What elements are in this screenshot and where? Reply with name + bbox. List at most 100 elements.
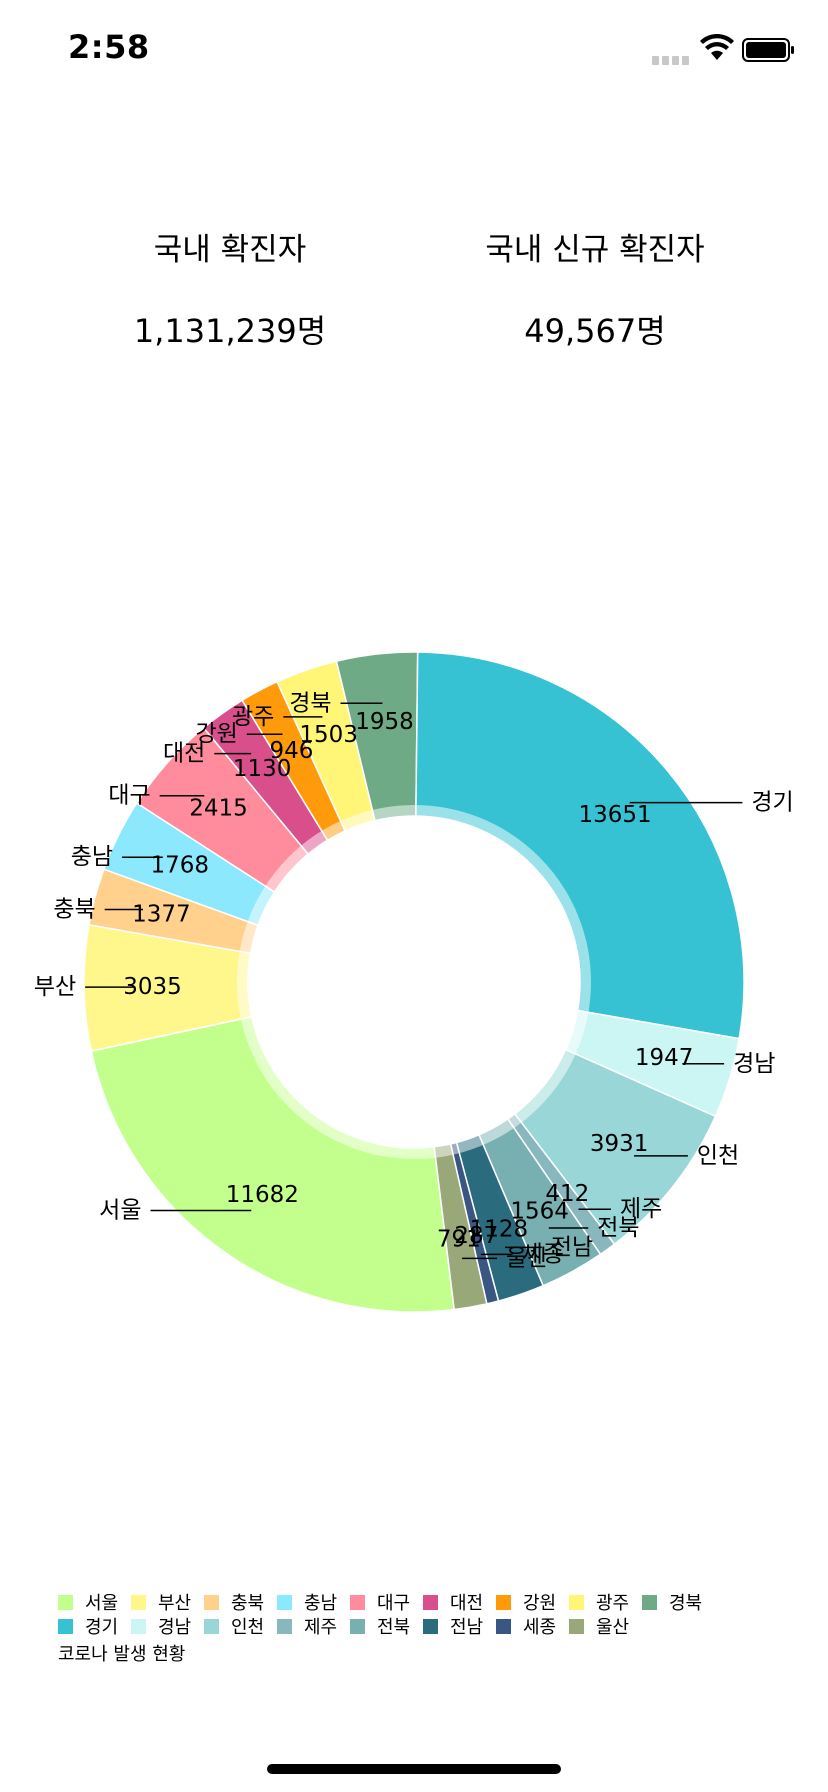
home-indicator[interactable] <box>267 1764 561 1774</box>
legend-label: 인천 <box>231 1617 265 1638</box>
legend-item-region-16: 울산 <box>569 1614 642 1638</box>
legend-label: 전남 <box>450 1617 484 1638</box>
legend-swatch <box>204 1594 219 1610</box>
category-label-region-5: 대전 <box>163 741 205 767</box>
total-cases-label: 국내 확진자 <box>153 232 307 268</box>
value-label-region-6: 946 <box>269 738 313 764</box>
legend-swatch <box>350 1594 365 1610</box>
category-label-region-2: 충북 <box>53 896 95 922</box>
legend-label: 세종 <box>523 1617 557 1638</box>
value-label-region-11: 3931 <box>590 1131 649 1157</box>
legend-label: 경기 <box>85 1617 119 1638</box>
value-label-region-13: 1564 <box>510 1198 569 1224</box>
legend-item-region-4: 대구 <box>350 1590 423 1614</box>
wifi-icon <box>700 34 734 60</box>
legend-item-region-15: 세종 <box>496 1614 569 1638</box>
legend-item-region-12: 제주 <box>277 1614 350 1638</box>
legend-item-region-5: 대전 <box>423 1590 496 1614</box>
category-label-region-10: 경남 <box>733 1051 775 1077</box>
legend-swatch <box>496 1618 511 1634</box>
value-label-region-2: 1377 <box>132 901 191 927</box>
status-time: 2:58 <box>68 28 150 66</box>
legend-swatch <box>204 1618 219 1634</box>
legend-swatch <box>350 1618 365 1634</box>
category-label-region-3: 충남 <box>71 844 113 870</box>
legend-item-region-13: 전북 <box>350 1614 423 1638</box>
category-label-region-8: 경북 <box>289 690 331 716</box>
battery-icon <box>742 38 794 62</box>
legend-swatch <box>569 1594 584 1610</box>
legend-label: 서울 <box>85 1593 119 1614</box>
legend-swatch <box>131 1618 146 1634</box>
value-label-region-12: 412 <box>545 1181 589 1207</box>
legend-label: 경북 <box>669 1593 703 1614</box>
value-label-region-16: 791 <box>437 1227 481 1253</box>
value-label-region-10: 1947 <box>635 1045 694 1071</box>
legend-label: 대전 <box>450 1593 484 1614</box>
value-label-region-14: 1128 <box>470 1216 529 1242</box>
legend-label: 충북 <box>231 1593 265 1614</box>
category-label-region-9: 경기 <box>751 790 793 816</box>
donut-inner-ring <box>237 805 591 1159</box>
legend-item-region-8: 경북 <box>642 1590 715 1614</box>
legend-swatch <box>642 1594 657 1610</box>
category-label-region-6: 강원 <box>195 721 237 747</box>
legend-item-region-9: 경기 <box>58 1614 131 1638</box>
legend-swatch <box>423 1594 438 1610</box>
category-label-region-4: 대구 <box>108 783 150 809</box>
value-label-region-9: 13651 <box>578 802 651 828</box>
legend-item-region-1: 부산 <box>131 1590 204 1614</box>
legend-label: 전북 <box>377 1617 411 1638</box>
value-label-region-0: 11682 <box>226 1182 299 1208</box>
legend-swatch <box>277 1618 292 1634</box>
legend-label: 부산 <box>158 1593 192 1614</box>
new-cases-value: 49,567명 <box>524 312 666 350</box>
legend-label: 광주 <box>596 1593 630 1614</box>
region-donut-chart[interactable]: 1168230351377176824151130946150319581365… <box>0 600 828 1360</box>
legend-swatch <box>569 1618 584 1634</box>
legend-swatch <box>423 1618 438 1634</box>
legend-swatch <box>277 1594 292 1610</box>
legend-item-region-11: 인천 <box>204 1614 277 1638</box>
legend-label: 울산 <box>596 1617 630 1638</box>
value-label-region-15: 287 <box>454 1223 498 1249</box>
legend-label: 충남 <box>304 1593 338 1614</box>
legend-label: 경남 <box>158 1617 192 1638</box>
category-label-region-0: 서울 <box>99 1197 141 1223</box>
legend-item-region-0: 서울 <box>58 1590 131 1614</box>
legend-swatch <box>58 1618 73 1634</box>
value-label-region-4: 2415 <box>189 795 248 821</box>
category-label-region-13: 전북 <box>597 1215 639 1241</box>
legend-item-region-6: 강원 <box>496 1590 569 1614</box>
value-label-region-5: 1130 <box>233 756 292 782</box>
donut-hole <box>248 816 580 1148</box>
legend-item-region-7: 광주 <box>569 1590 642 1614</box>
legend-item-region-10: 경남 <box>131 1614 204 1638</box>
legend-swatch <box>131 1594 146 1610</box>
cellular-signal-icon <box>652 50 692 65</box>
category-label-region-14: 전남 <box>551 1234 593 1260</box>
legend-label: 제주 <box>304 1617 338 1638</box>
category-label-region-16: 울산 <box>506 1245 548 1271</box>
value-label-region-7: 1503 <box>299 722 358 748</box>
total-cases-value: 1,131,239명 <box>133 312 327 350</box>
legend-item-region-2: 충북 <box>204 1590 277 1614</box>
legend-swatch <box>496 1594 511 1610</box>
new-cases-label: 국내 신규 확진자 <box>485 232 705 268</box>
total-cases-panel: 국내 확진자 1,131,239명 <box>65 228 395 353</box>
status-bar: 2:58 <box>0 0 828 100</box>
value-label-region-8: 1958 <box>355 709 414 735</box>
category-label-region-15: 세종 <box>522 1241 564 1267</box>
legend-label: 강원 <box>523 1593 557 1614</box>
category-label-region-12: 제주 <box>620 1196 662 1222</box>
legend-item-region-3: 충남 <box>277 1590 350 1614</box>
category-label-region-11: 인천 <box>697 1143 739 1169</box>
legend-item-region-14: 전남 <box>423 1614 496 1638</box>
category-label-region-7: 광주 <box>232 704 274 730</box>
legend-swatch <box>58 1594 73 1610</box>
category-label-region-1: 부산 <box>34 974 76 1000</box>
chart-title: 코로나 발생 현황 <box>58 1644 186 1665</box>
legend-label: 대구 <box>377 1593 411 1614</box>
